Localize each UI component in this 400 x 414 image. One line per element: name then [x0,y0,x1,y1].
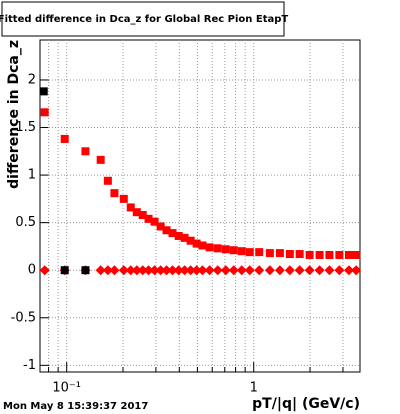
square-marker [325,250,334,259]
diamond-marker [314,265,325,276]
diamond-marker [143,265,154,276]
diamond-marker [324,265,335,276]
y-tick-label: 2 [28,72,36,87]
x-axis-label: pT/|q| (GeV/c) [252,396,360,412]
square-marker [138,211,147,220]
square-marker [315,250,324,259]
x-tick-label: 1 [250,381,258,396]
square-marker [150,217,159,226]
diamond-marker [179,265,190,276]
square-marker [237,247,246,256]
square-marker [229,246,238,255]
square-marker [255,248,264,257]
diamond-marker [173,265,184,276]
diamond-marker [102,265,113,276]
chart-title: Fitted difference in Dca_z for Global Re… [0,14,288,25]
square-marker [344,250,353,259]
diamond-marker [254,265,265,276]
diamond-marker [109,265,120,276]
diamond-marker [191,265,202,276]
diamond-marker [161,265,172,276]
square-marker [132,208,141,217]
diamond-marker [220,265,231,276]
diamond-marker [228,265,239,276]
square-marker [352,250,361,259]
diamond-marker [167,265,178,276]
diamond-marker [304,265,315,276]
y-tick-label: 1 [28,168,36,183]
y-tick-label: 0.5 [15,215,36,230]
square-marker [192,239,201,248]
diamond-marker [264,265,275,276]
y-tick-label: 0 [28,263,36,278]
diamond-marker [197,265,208,276]
diamond-marker [131,265,142,276]
diamond-marker [149,265,160,276]
diamond-marker [95,265,106,276]
square-marker [81,147,90,156]
square-marker [213,244,222,253]
square-marker [110,189,119,198]
square-marker [174,231,183,240]
square-marker [96,155,105,164]
square-marker [126,203,135,212]
y-tick-label: -1 [23,358,36,373]
y-tick-label: 1.5 [15,120,36,135]
square-marker [119,194,128,203]
square-marker [39,87,48,96]
square-marker [144,214,153,223]
diamond-marker [212,265,223,276]
diamond-marker [351,265,362,276]
diamond-marker [39,265,50,276]
square-marker [180,233,189,242]
y-axis-label: difference in Dca_z [6,40,22,189]
frame [39,39,361,373]
square-marker [40,108,49,117]
diamond-marker [185,265,196,276]
footer-date: Mon May 8 15:39:37 2017 [3,401,148,412]
square-marker [295,250,304,259]
diamond-marker [155,265,166,276]
diamond-marker [274,265,285,276]
square-marker [60,266,69,275]
square-marker [186,236,195,245]
square-marker [81,266,90,275]
square-marker [275,249,284,258]
square-marker [162,226,171,235]
diamond-marker [294,265,305,276]
square-marker [205,243,214,252]
diamond-marker [236,265,247,276]
diamond-marker [343,265,354,276]
diamond-marker [334,265,345,276]
square-marker [156,222,165,231]
square-marker [60,134,69,143]
diamond-marker [118,265,129,276]
diamond-marker [204,265,215,276]
square-marker [221,245,230,254]
y-tick-label: -0.5 [11,310,36,325]
square-marker [103,176,112,185]
square-marker [335,250,344,259]
diamond-marker [137,265,148,276]
square-marker [285,250,294,259]
square-marker [198,241,207,250]
diamond-marker [125,265,136,276]
square-marker [245,248,254,257]
x-tick-label: 10⁻¹ [52,381,81,396]
title-box [1,1,285,37]
diamond-marker [284,265,295,276]
square-marker [168,229,177,238]
diamond-marker [244,265,255,276]
square-marker [265,249,274,258]
square-marker [305,250,314,259]
